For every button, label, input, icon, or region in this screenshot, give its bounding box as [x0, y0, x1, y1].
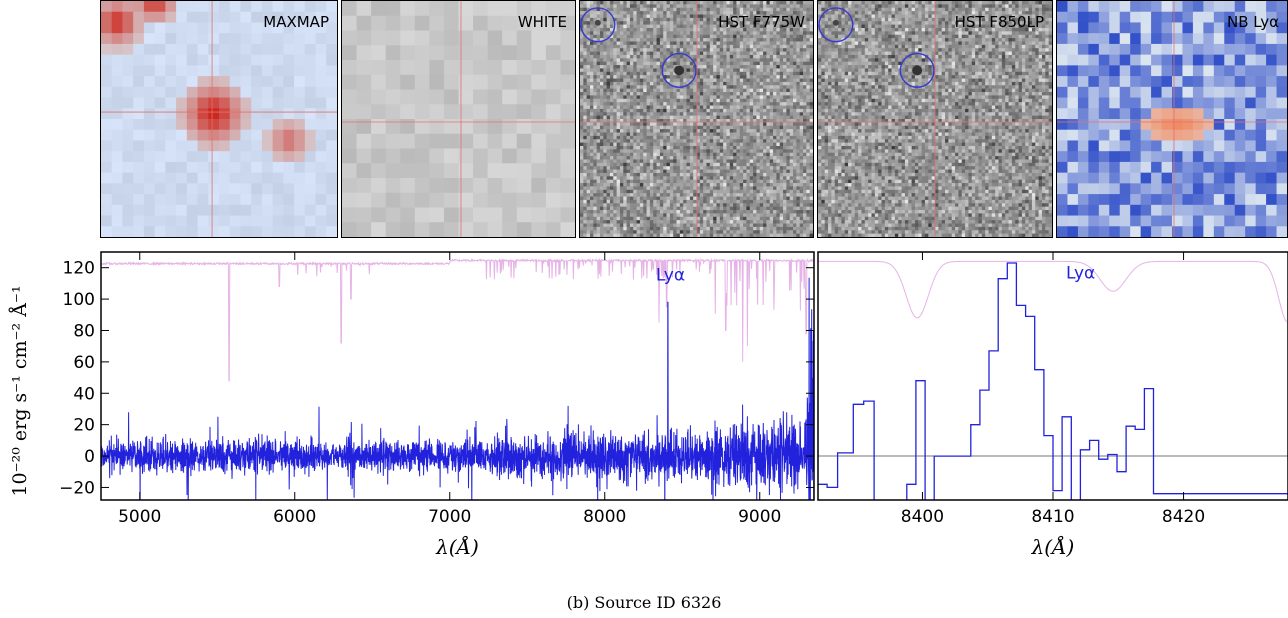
- thumbnail-image: [580, 1, 813, 237]
- full-xtick-label: 9000: [738, 507, 781, 527]
- sky-line-zoom: [818, 260, 1288, 323]
- thumbnail-label: HST F775W: [718, 13, 805, 31]
- zoom-xtick-label: 8400: [901, 507, 944, 527]
- full-ytick-label: 0: [84, 447, 95, 467]
- thumbnail-white-1: WHITE: [341, 0, 576, 238]
- figure-caption: (b) Source ID 6326: [566, 593, 722, 612]
- full-xtick-label: 8000: [583, 507, 626, 527]
- full-ytick-label: 80: [73, 321, 95, 341]
- sky-series-zoom: [818, 260, 1288, 323]
- full-xtick-label: 6000: [273, 507, 316, 527]
- full-ytick-label: 40: [73, 384, 95, 404]
- thumbnail-image: [342, 1, 575, 237]
- thumbnail-hst-2: HST F775W: [579, 0, 814, 238]
- spectrum-series-full: [101, 277, 814, 500]
- zoom-xtick-label: 8410: [1031, 507, 1074, 527]
- zoom-xlabel: λ(Å): [1031, 534, 1075, 559]
- full-xtick-label: 7000: [428, 507, 471, 527]
- full-lya-annotation: Lyα: [656, 265, 685, 285]
- thumbnail-label: HST F850LP: [954, 13, 1044, 31]
- full-ytick-label: 120: [63, 259, 95, 279]
- sky-line-full: [101, 257, 814, 382]
- thumbnail-hst-3: HST F850LP: [817, 0, 1053, 238]
- full-xlabel: λ(Å): [435, 534, 479, 559]
- thumbnail-label: NB Lyα: [1226, 13, 1279, 31]
- sky-series-full: [101, 257, 814, 382]
- full-ytick-label: 20: [73, 416, 95, 436]
- full-ytick-label: 100: [63, 290, 95, 310]
- zoom-xtick-label: 8420: [1162, 507, 1205, 527]
- thumbnail-label: WHITE: [517, 13, 567, 31]
- thumbnail-image: [818, 1, 1052, 237]
- plot-frame-full: [100, 251, 815, 501]
- thumbnail-image: [101, 1, 337, 237]
- thumbnail-maxmap-0: MAXMAP: [100, 0, 338, 238]
- full-ytick-label: 60: [73, 353, 95, 373]
- thumbnail-label: MAXMAP: [263, 13, 329, 31]
- thumbnail-nb-4: NB Lyα: [1056, 0, 1288, 238]
- y-axis-label: 10⁻²⁰ erg s⁻¹ cm⁻² Å⁻¹: [9, 285, 31, 497]
- spectrum-line-full: [101, 277, 814, 500]
- spectrum-step-zoom: [818, 262, 1288, 500]
- full-xtick-label: 5000: [118, 507, 161, 527]
- zoom-lya-annotation: Lyα: [1066, 264, 1095, 284]
- thumbnail-image: [1057, 1, 1287, 237]
- full-ytick-label: −20: [59, 478, 95, 498]
- spectrum-figure: 5000 6000 7000 8000 9000 8400 8410 8420 −20 0 20 40…: [59, 251, 1288, 559]
